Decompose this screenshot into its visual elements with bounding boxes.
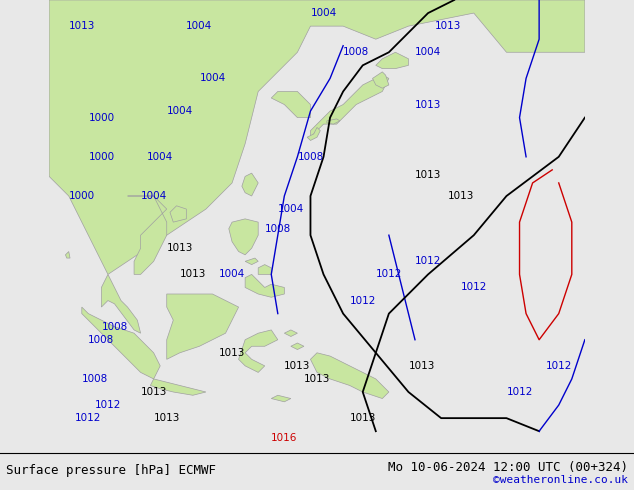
Polygon shape bbox=[271, 92, 311, 118]
Polygon shape bbox=[271, 395, 291, 402]
Text: 1013: 1013 bbox=[68, 21, 95, 31]
Polygon shape bbox=[311, 75, 389, 137]
Polygon shape bbox=[311, 353, 389, 398]
Text: 1004: 1004 bbox=[311, 8, 337, 18]
Polygon shape bbox=[291, 343, 304, 349]
Polygon shape bbox=[376, 52, 408, 69]
Polygon shape bbox=[307, 127, 320, 141]
Polygon shape bbox=[150, 379, 206, 395]
Polygon shape bbox=[238, 330, 278, 372]
Text: 1008: 1008 bbox=[343, 47, 370, 57]
Text: 1004: 1004 bbox=[186, 21, 212, 31]
Text: Mo 10-06-2024 12:00 UTC (00+324): Mo 10-06-2024 12:00 UTC (00+324) bbox=[387, 462, 628, 474]
Text: 1016: 1016 bbox=[271, 433, 297, 443]
Text: ©weatheronline.co.uk: ©weatheronline.co.uk bbox=[493, 475, 628, 485]
Text: 1012: 1012 bbox=[75, 413, 101, 423]
Text: 1004: 1004 bbox=[415, 47, 441, 57]
Text: 1013: 1013 bbox=[304, 374, 330, 384]
Text: 1012: 1012 bbox=[349, 295, 376, 306]
Polygon shape bbox=[49, 0, 585, 274]
Polygon shape bbox=[245, 274, 284, 297]
Text: 1012: 1012 bbox=[94, 400, 121, 410]
Polygon shape bbox=[65, 251, 70, 258]
Text: 1008: 1008 bbox=[264, 223, 291, 234]
Text: 1013: 1013 bbox=[434, 21, 461, 31]
Text: 1008: 1008 bbox=[82, 374, 108, 384]
Polygon shape bbox=[229, 219, 258, 255]
Polygon shape bbox=[284, 330, 297, 337]
Text: 1013: 1013 bbox=[415, 170, 441, 180]
Text: 1004: 1004 bbox=[219, 270, 245, 279]
Text: 1000: 1000 bbox=[88, 152, 115, 162]
Text: 1013: 1013 bbox=[167, 243, 193, 253]
Text: 1004: 1004 bbox=[199, 74, 226, 83]
Text: 1013: 1013 bbox=[179, 270, 206, 279]
Text: 1013: 1013 bbox=[284, 361, 311, 371]
Text: 1000: 1000 bbox=[88, 113, 115, 122]
Polygon shape bbox=[127, 196, 167, 274]
Text: 1008: 1008 bbox=[88, 335, 115, 345]
Text: 1012: 1012 bbox=[415, 256, 441, 267]
Polygon shape bbox=[245, 258, 258, 265]
Text: 1012: 1012 bbox=[461, 282, 487, 293]
Text: 1004: 1004 bbox=[141, 191, 167, 201]
Polygon shape bbox=[101, 274, 141, 333]
Text: 1013: 1013 bbox=[448, 191, 474, 201]
Polygon shape bbox=[170, 206, 186, 222]
Text: 1008: 1008 bbox=[101, 321, 127, 332]
Text: 1013: 1013 bbox=[349, 413, 376, 423]
Text: 1013: 1013 bbox=[153, 413, 180, 423]
Polygon shape bbox=[373, 72, 389, 88]
Polygon shape bbox=[242, 173, 258, 196]
Text: 1013: 1013 bbox=[415, 99, 441, 110]
Text: 1004: 1004 bbox=[147, 152, 173, 162]
Text: Surface pressure [hPa] ECMWF: Surface pressure [hPa] ECMWF bbox=[6, 464, 216, 477]
Text: 1013: 1013 bbox=[408, 361, 435, 371]
Text: 1004: 1004 bbox=[278, 204, 304, 214]
Text: 1013: 1013 bbox=[219, 348, 245, 358]
Polygon shape bbox=[327, 119, 340, 124]
Text: 1012: 1012 bbox=[376, 270, 402, 279]
Polygon shape bbox=[82, 307, 160, 379]
Text: 1013: 1013 bbox=[141, 387, 167, 397]
Polygon shape bbox=[258, 265, 271, 274]
Polygon shape bbox=[167, 294, 238, 359]
Text: 1000: 1000 bbox=[68, 191, 95, 201]
Text: 1004: 1004 bbox=[167, 106, 193, 116]
Text: 1012: 1012 bbox=[545, 361, 572, 371]
Text: 1008: 1008 bbox=[297, 152, 323, 162]
Text: 1012: 1012 bbox=[507, 387, 533, 397]
